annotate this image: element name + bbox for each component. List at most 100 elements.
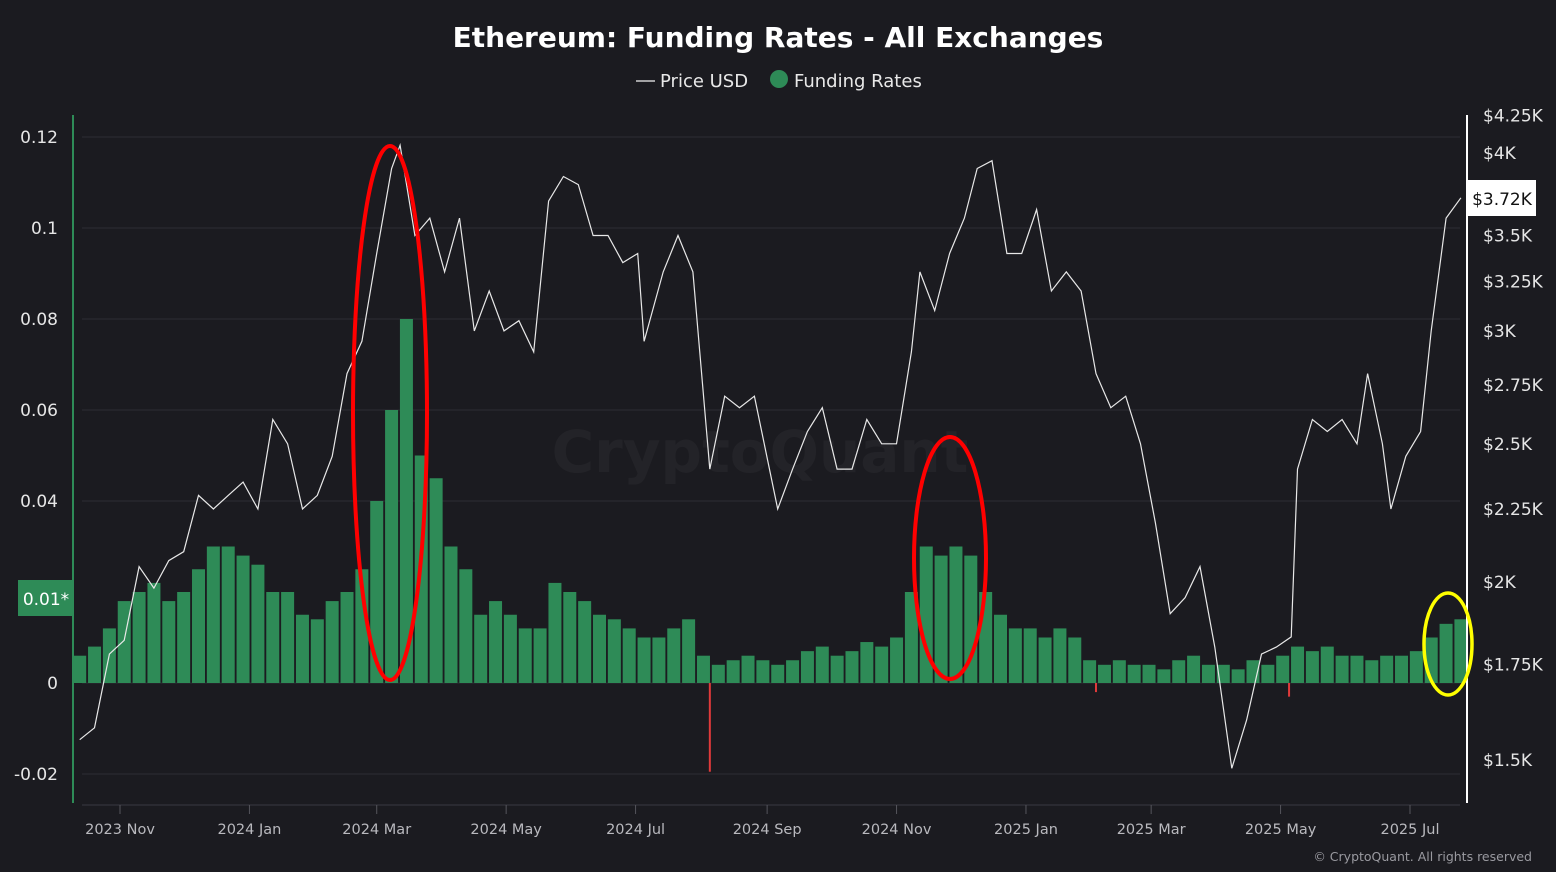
funding-bar bbox=[949, 546, 963, 683]
funding-bar bbox=[890, 637, 904, 683]
funding-bar bbox=[726, 660, 740, 683]
funding-bar bbox=[1187, 655, 1201, 683]
funding-bar bbox=[756, 660, 770, 683]
funding-bar bbox=[1365, 660, 1379, 683]
right-tick-label: $1.75K bbox=[1483, 656, 1544, 676]
funding-bar bbox=[667, 628, 681, 683]
funding-bar bbox=[73, 655, 87, 683]
right-tick-label: $3K bbox=[1483, 322, 1517, 342]
funding-bar bbox=[1276, 655, 1290, 683]
funding-bar bbox=[800, 651, 814, 683]
funding-bar bbox=[1083, 660, 1097, 683]
x-tick-label: 2024 Jan bbox=[217, 822, 281, 838]
funding-bar bbox=[147, 582, 161, 683]
funding-bar bbox=[1305, 651, 1319, 683]
right-tick-label: $2.25K bbox=[1483, 500, 1544, 520]
funding-bar bbox=[533, 628, 547, 683]
funding-bar bbox=[1157, 669, 1171, 683]
left-tick-label: 0.04 bbox=[20, 492, 58, 512]
funding-bar bbox=[994, 614, 1008, 683]
funding-bar bbox=[607, 619, 621, 683]
funding-bar bbox=[934, 555, 948, 683]
funding-bar bbox=[652, 637, 666, 683]
funding-bar bbox=[578, 601, 592, 683]
price-line bbox=[79, 142, 1462, 769]
funding-bar bbox=[444, 546, 458, 683]
funding-bar bbox=[1142, 664, 1156, 683]
funding-bar-negative bbox=[1094, 683, 1097, 693]
funding-bar bbox=[875, 646, 889, 683]
right-tick-label: $4K bbox=[1483, 144, 1517, 164]
funding-bar bbox=[1038, 637, 1052, 683]
funding-bar bbox=[711, 664, 725, 683]
funding-bar bbox=[1335, 655, 1349, 683]
x-tick-label: 2025 Jan bbox=[994, 822, 1058, 838]
funding-bar bbox=[696, 655, 710, 683]
funding-bar bbox=[295, 614, 309, 683]
funding-bar bbox=[548, 582, 562, 683]
funding-bar bbox=[429, 478, 443, 683]
left-tick-label: 0 bbox=[47, 674, 58, 694]
funding-bar bbox=[162, 601, 176, 683]
annotation-red-ellipse-dec-2024 bbox=[912, 435, 988, 681]
funding-bar bbox=[503, 614, 517, 683]
funding-bar bbox=[206, 546, 220, 683]
right-tick-label: $1.5K bbox=[1483, 751, 1533, 771]
current-price-marker: $3.72K bbox=[1468, 180, 1536, 216]
right-tick-label: $3.25K bbox=[1483, 272, 1544, 292]
left-tick-label: 0.12 bbox=[20, 128, 58, 148]
funding-bar bbox=[266, 592, 280, 683]
funding-bar bbox=[1261, 664, 1275, 683]
legend-funding-dot-icon bbox=[770, 70, 788, 88]
funding-bar bbox=[845, 651, 859, 683]
left-axis-highlight: 0.01* bbox=[18, 580, 73, 616]
funding-bar bbox=[1172, 660, 1186, 683]
funding-bar bbox=[1023, 628, 1037, 683]
funding-bar bbox=[340, 592, 354, 683]
legend-price-label[interactable]: Price USD bbox=[660, 71, 748, 92]
right-tick-label: $4.25K bbox=[1483, 106, 1544, 126]
left-highlight-label: 0.01* bbox=[23, 590, 69, 610]
funding-bar bbox=[1409, 651, 1423, 683]
funding-bar bbox=[919, 546, 933, 683]
funding-bar bbox=[904, 592, 918, 683]
funding-bar bbox=[399, 319, 413, 683]
left-tick-label: -0.02 bbox=[14, 765, 58, 785]
funding-bar bbox=[622, 628, 636, 683]
funding-bar bbox=[1291, 646, 1305, 683]
funding-bar bbox=[1216, 664, 1230, 683]
left-tick-label: 0.1 bbox=[31, 219, 58, 239]
funding-bar bbox=[771, 664, 785, 683]
funding-bar bbox=[1350, 655, 1364, 683]
funding-bar bbox=[682, 619, 696, 683]
funding-bar bbox=[88, 646, 102, 683]
x-axis: 2023 Nov 2024 Jan 2024 Mar 2024 May 2024 Jul… bbox=[82, 804, 1460, 838]
legend: Price USD Funding Rates bbox=[636, 70, 922, 92]
left-axis: 0.12 0.1 0.08 0.06 0.04 0 -0.02 bbox=[14, 115, 74, 803]
funding-bar bbox=[1395, 655, 1409, 683]
right-tick-label: $3.5K bbox=[1483, 227, 1533, 247]
chart-title: Ethereum: Funding Rates - All Exchanges bbox=[453, 21, 1104, 54]
funding-bar bbox=[132, 592, 146, 683]
x-tick-label: 2023 Nov bbox=[85, 822, 155, 838]
funding-bar bbox=[637, 637, 651, 683]
annotation-yellow-ellipse-jul-2025 bbox=[1422, 591, 1474, 697]
legend-funding-label[interactable]: Funding Rates bbox=[794, 71, 922, 92]
right-tick-label: $2.75K bbox=[1483, 376, 1544, 396]
funding-bar bbox=[177, 592, 191, 683]
funding-bar bbox=[1320, 646, 1334, 683]
right-axis: $4.25K $4K $3.5K $3.25K $3K $2.75K $2.5K $2.25K… bbox=[1466, 106, 1544, 803]
watermark: CryptoQuant bbox=[552, 418, 969, 486]
funding-bar bbox=[310, 619, 324, 683]
funding-bar bbox=[1112, 660, 1126, 683]
funding-bar bbox=[459, 569, 473, 683]
funding-bar bbox=[325, 601, 339, 683]
funding-bar bbox=[385, 410, 399, 683]
funding-bar bbox=[236, 555, 250, 683]
copyright: © CryptoQuant. All rights reserved bbox=[1313, 849, 1532, 864]
funding-bar bbox=[117, 601, 131, 683]
funding-bar bbox=[1127, 664, 1141, 683]
funding-bar bbox=[1097, 664, 1111, 683]
funding-bar bbox=[251, 564, 265, 683]
